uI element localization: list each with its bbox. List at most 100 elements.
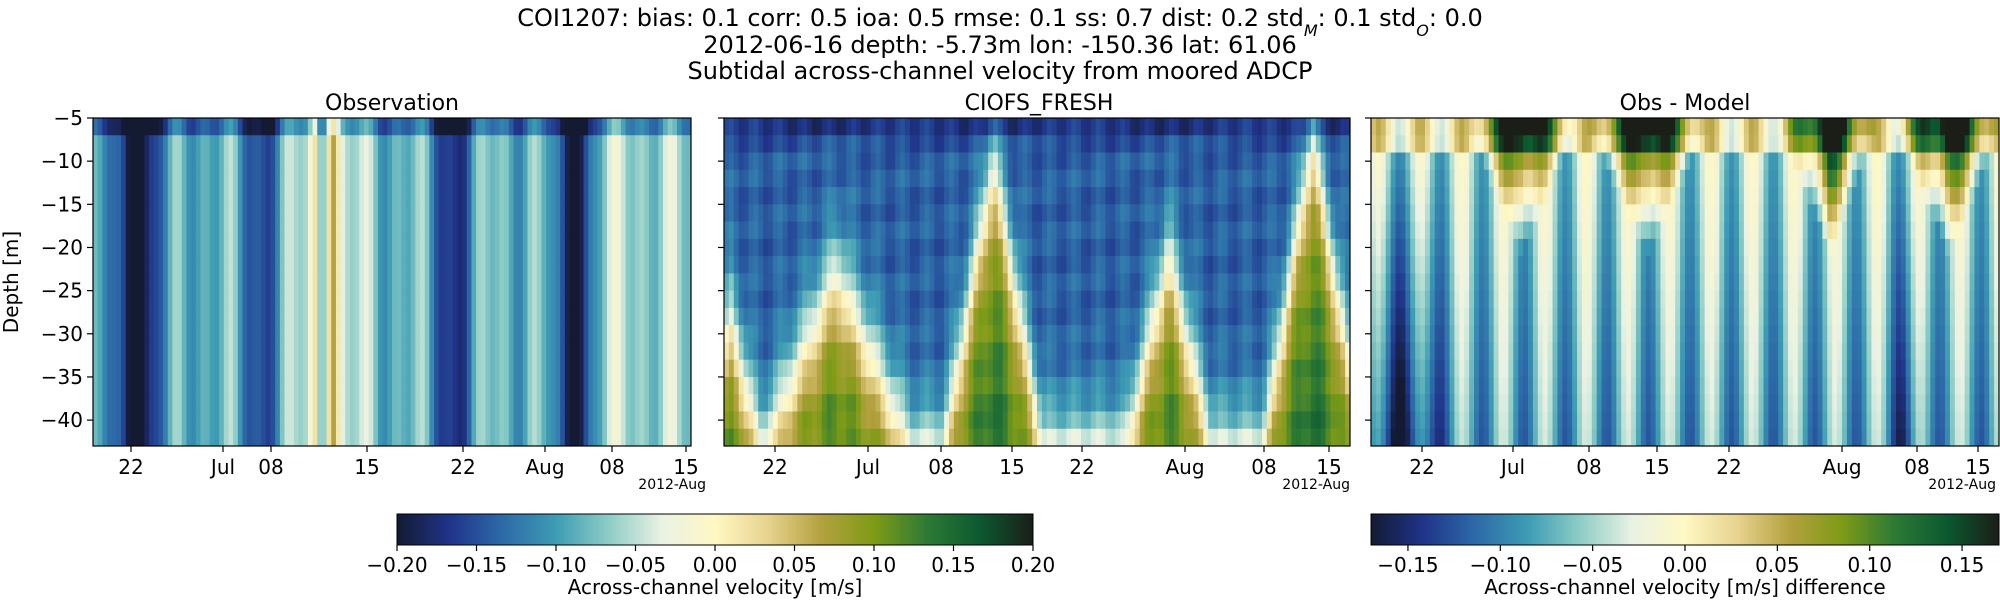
heatmap-cell <box>1227 342 1234 361</box>
heatmap-cell <box>373 359 379 378</box>
heatmap-cell <box>620 376 626 395</box>
heatmap-cell <box>490 376 496 395</box>
heatmap-cell <box>1286 238 1292 257</box>
heatmap-cell <box>1032 325 1038 343</box>
heatmap-cell <box>672 152 678 171</box>
heatmap-cell <box>978 273 984 292</box>
heatmap-cell <box>953 411 960 430</box>
heatmap-cell <box>223 135 229 153</box>
heatmap-cell <box>743 325 749 343</box>
heatmap-cell <box>777 152 784 171</box>
heatmap-cell <box>550 187 556 205</box>
heatmap-cell <box>125 394 131 412</box>
heatmap-cell <box>527 169 533 188</box>
heatmap-cell <box>1257 221 1263 240</box>
heatmap-cell <box>658 204 664 222</box>
heatmap-cell <box>326 342 332 361</box>
heatmap-cell <box>1071 376 1077 395</box>
heatmap-cell <box>1129 290 1136 309</box>
heatmap-cell <box>944 307 950 326</box>
heatmap-cell <box>763 411 769 430</box>
heatmap-cell <box>1017 221 1023 240</box>
heatmap-cell <box>1027 273 1033 292</box>
heatmap-cell <box>667 376 673 395</box>
heatmap-cell <box>429 152 435 171</box>
heatmap-cell <box>733 376 740 395</box>
heatmap-cell <box>1188 169 1194 188</box>
heatmap-cell <box>93 204 99 222</box>
heatmap-cell <box>471 376 477 395</box>
heatmap-cell <box>247 187 253 205</box>
heatmap-cell <box>1110 118 1116 136</box>
heatmap-cell <box>1320 135 1326 153</box>
heatmap-cell <box>1183 187 1190 205</box>
heatmap-cell <box>787 307 793 326</box>
heatmap-cell <box>1066 204 1072 222</box>
heatmap-cell <box>401 135 407 153</box>
heatmap-cell <box>424 221 430 240</box>
heatmap-cell <box>303 152 309 171</box>
x-tick-label: Aug <box>525 455 564 479</box>
heatmap-cell <box>560 376 566 395</box>
heatmap-cell <box>1222 238 1229 257</box>
heatmap-cell <box>1330 376 1336 395</box>
heatmap-cell <box>377 256 384 274</box>
heatmap-cell <box>777 307 784 326</box>
heatmap-cell <box>963 238 969 257</box>
heatmap-cell <box>307 359 313 378</box>
heatmap-cell <box>564 428 570 447</box>
heatmap-cell <box>457 273 463 292</box>
heatmap-cell <box>223 376 229 395</box>
heatmap-cell <box>93 307 99 326</box>
heatmap-cell <box>648 221 655 240</box>
heatmap-cell <box>1066 307 1072 326</box>
heatmap-cell <box>392 169 398 188</box>
heatmap-cell <box>415 325 421 343</box>
heatmap-cell <box>875 290 881 309</box>
heatmap-cell <box>787 325 793 343</box>
heatmap-cell <box>205 273 211 292</box>
heatmap-cell <box>1076 187 1082 205</box>
heatmap-cell <box>988 342 994 361</box>
heatmap-cell <box>648 290 655 309</box>
heatmap-cell <box>782 118 788 136</box>
heatmap-cell <box>1139 118 1145 136</box>
heatmap-cell <box>1459 118 1465 136</box>
heatmap-cell <box>992 394 999 412</box>
heatmap-cell <box>275 376 281 395</box>
heatmap-cell <box>158 152 164 171</box>
heatmap-cell <box>1149 290 1155 309</box>
heatmap-cell <box>1188 290 1194 309</box>
heatmap-cell <box>895 359 901 378</box>
heatmap-cell <box>195 342 201 361</box>
heatmap-cell <box>1095 118 1101 136</box>
heatmap-cell <box>1266 152 1273 171</box>
heatmap-cell <box>1110 204 1116 222</box>
heatmap-cell <box>457 325 463 343</box>
heatmap-cell <box>1261 376 1268 395</box>
heatmap-cell <box>1007 411 1013 430</box>
heatmap-cell <box>890 359 896 378</box>
heatmap-cell <box>1335 428 1341 447</box>
heatmap-cell <box>782 152 788 171</box>
heatmap-cell <box>1242 118 1248 136</box>
heatmap-cell <box>1037 394 1043 412</box>
heatmap-cell <box>363 359 370 378</box>
heatmap-cell <box>890 342 896 361</box>
heatmap-cell <box>163 256 169 274</box>
heatmap-cell <box>1115 118 1121 136</box>
heatmap-cell <box>787 118 793 136</box>
heatmap-cell <box>634 307 641 326</box>
heatmap-cell <box>345 342 351 361</box>
heatmap-cell <box>471 221 477 240</box>
heatmap-cell <box>1286 394 1292 412</box>
heatmap-cell <box>1046 428 1053 447</box>
heatmap-cell <box>251 325 257 343</box>
heatmap-cell <box>1056 411 1062 430</box>
heatmap-cell <box>452 187 458 205</box>
heatmap-cell <box>177 325 183 343</box>
heatmap-cell <box>602 290 608 309</box>
heatmap-cell <box>1208 169 1214 188</box>
heatmap-cell <box>93 342 99 361</box>
heatmap-cell <box>457 307 463 326</box>
